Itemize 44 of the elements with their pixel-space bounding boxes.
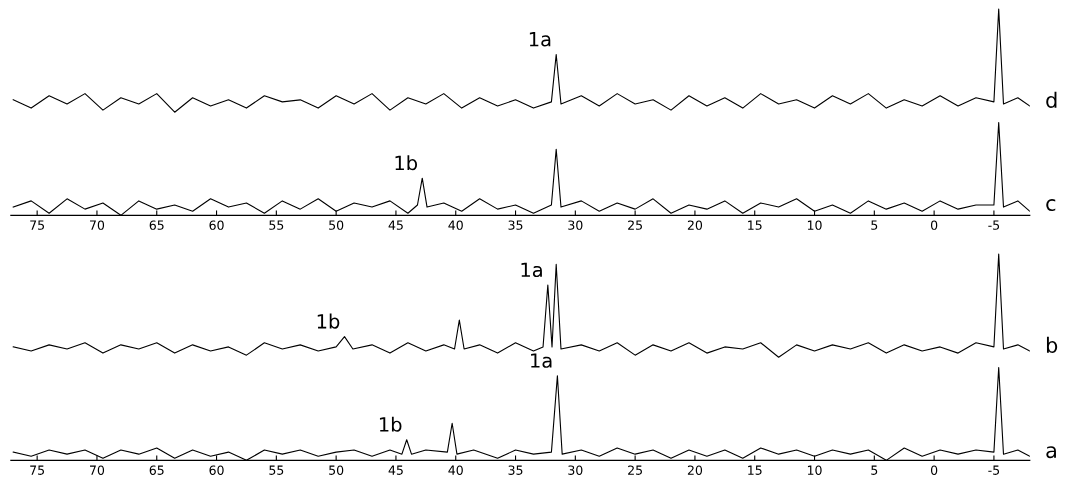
annotation: 1b: [379, 416, 402, 432]
x-tick-label: 20: [687, 465, 703, 475]
x-tick-label: 40: [448, 220, 463, 230]
x-tick-label: 40: [448, 465, 463, 475]
annotation: 1a: [531, 353, 552, 368]
x-tick-label: 65: [149, 220, 164, 230]
x-tick-label: 35: [508, 465, 523, 475]
x-tick-label: 50: [329, 220, 344, 230]
x-tick-label: 70: [90, 220, 105, 230]
x-tick-label: 5: [871, 465, 878, 475]
x-tick-label: 10: [807, 465, 822, 475]
x-tick-label: 10: [807, 220, 822, 230]
x-tick-label: 30: [568, 220, 583, 230]
series-label: a: [1046, 446, 1056, 459]
x-tick-label: 65: [149, 465, 164, 475]
x-tick-label: 15: [748, 465, 762, 475]
annotation: 1b: [317, 313, 340, 329]
x-tick-label: 75: [30, 220, 45, 230]
annotation: 1a: [521, 262, 542, 278]
x-tick-label: 55: [269, 465, 284, 475]
x-tick-label: 45: [388, 220, 403, 230]
x-tick-label: 25: [628, 220, 642, 230]
x-tick-label: 70: [90, 465, 105, 475]
x-tick-label: 45: [388, 465, 403, 475]
x-tick-label: 0: [930, 220, 938, 230]
x-tick-label: -5: [988, 220, 1000, 230]
x-tick-label: 60: [209, 220, 224, 230]
x-tick-label: 55: [269, 220, 284, 230]
annotation: 1a: [529, 32, 551, 47]
series-label: b: [1046, 336, 1058, 353]
x-tick-label: 0: [930, 465, 938, 475]
x-tick-label: 15: [748, 220, 762, 230]
series-label: c: [1046, 199, 1056, 212]
x-tick-label: 75: [30, 465, 45, 475]
x-tick-label: 50: [329, 465, 344, 475]
annotation: 1b: [395, 155, 418, 171]
x-tick-label: -5: [988, 465, 1000, 475]
x-tick-label: 30: [568, 465, 583, 475]
x-tick-label: 35: [508, 220, 523, 230]
x-tick-label: 60: [209, 465, 224, 475]
series-label: d: [1046, 91, 1057, 108]
x-tick-label: 25: [628, 465, 642, 475]
x-tick-label: 20: [687, 220, 703, 230]
x-tick-label: 5: [871, 220, 878, 230]
